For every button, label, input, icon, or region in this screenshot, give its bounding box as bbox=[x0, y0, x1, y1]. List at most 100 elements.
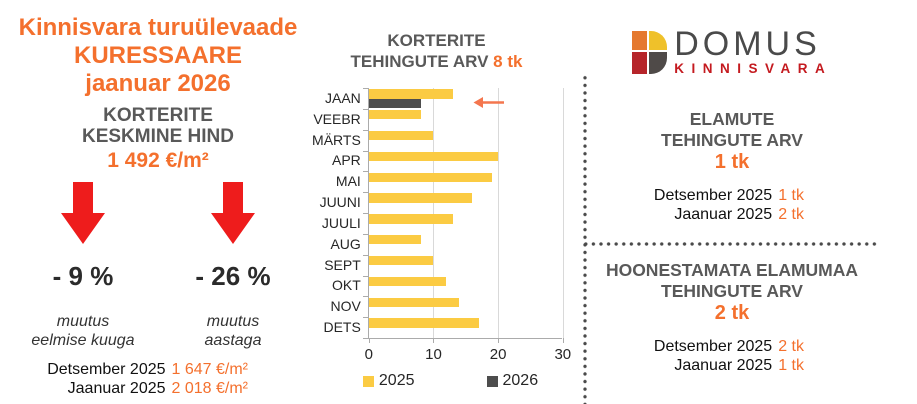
page-title: Kinnisvara turuülevaade KURESSAARE jaanu… bbox=[8, 14, 308, 98]
bar-dets-2025 bbox=[368, 318, 479, 328]
bar-chart: JAAN VEEBR MÄRTS APR MAI JUUNI JUULI AUG SEPT OKT… bbox=[311, 88, 571, 363]
change-year-pct: - 26 % bbox=[195, 261, 271, 291]
stat-label: Detsember 2025 bbox=[47, 361, 166, 378]
logo-square-red bbox=[631, 52, 647, 75]
section-value: 2 tk bbox=[714, 302, 750, 324]
arrow-stem bbox=[223, 182, 243, 213]
stat-value: 2 018 €/m² bbox=[171, 380, 248, 397]
bar-aug-2025 bbox=[368, 235, 421, 245]
x-axis-tick-10 bbox=[433, 338, 435, 343]
y-axis-label-mai: MAI bbox=[335, 173, 361, 190]
y-axis-label-juuni: JUUNI bbox=[319, 194, 361, 211]
category-tick bbox=[362, 254, 369, 256]
stat-value: 2 tk bbox=[778, 206, 804, 223]
y-axis-label-juuli: JUULI bbox=[321, 214, 361, 231]
left-panel: Kinnisvara turuülevaade KURESSAARE jaanu… bbox=[8, 14, 308, 398]
arrows-row bbox=[8, 182, 308, 244]
bar-juuli-2025 bbox=[368, 214, 453, 224]
down-arrow-icon bbox=[8, 182, 158, 244]
bar-okt-2025 bbox=[368, 276, 447, 287]
logo-tagline: KINNISVARA bbox=[674, 61, 833, 76]
logo-name: DOMUS bbox=[674, 25, 821, 63]
arrow-head bbox=[211, 213, 255, 244]
bar-juuni-2025 bbox=[368, 193, 473, 203]
logo-square-orange bbox=[631, 30, 647, 50]
category-tick bbox=[362, 296, 369, 298]
chart-title-text: TEHINGUTE ARV bbox=[350, 52, 489, 71]
bar-veebr-2025 bbox=[368, 110, 421, 120]
x-axis-tick-20 bbox=[498, 338, 500, 343]
x-axis-tick-0 bbox=[368, 338, 370, 343]
page-title-line3: jaanuar 2026 bbox=[85, 70, 231, 97]
section-title-line2: TEHINGUTE ARV bbox=[661, 281, 803, 301]
x-axis-label-30: 30 bbox=[554, 346, 572, 363]
stat-label: Jaanuar 2025 bbox=[67, 380, 166, 397]
category-tick bbox=[362, 150, 369, 152]
y-axis-label-sept: SEPT bbox=[324, 256, 361, 273]
y-axis-label-märts: MÄRTS bbox=[312, 131, 361, 148]
down-arrow-icon bbox=[158, 182, 308, 244]
stat-row: Jaanuar 2025 2 tk bbox=[586, 205, 804, 224]
caption-line: muutus bbox=[206, 313, 260, 330]
caption-line: aastaga bbox=[204, 332, 262, 349]
section-stats: Detsember 2025 2 tk Jaanuar 2025 1 tk bbox=[586, 337, 878, 375]
bar-apr-2025 bbox=[368, 151, 499, 162]
caption-row: muutus eelmise kuuga muutus aastaga bbox=[8, 300, 308, 350]
y-axis-label-veebr: VEEBR bbox=[313, 110, 361, 127]
logo-text: DOMUS KINNISVARA bbox=[674, 25, 833, 77]
x-axis-label-20: 20 bbox=[489, 346, 507, 363]
arrow-stem bbox=[73, 182, 93, 213]
horizontal-dotted-divider bbox=[582, 242, 878, 246]
change-year-caption: muutus aastaga bbox=[158, 312, 308, 350]
category-tick bbox=[362, 192, 369, 194]
y-axis-label-jaan: JAAN bbox=[325, 90, 361, 106]
domus-logo: DOMUS KINNISVARA bbox=[586, 25, 878, 77]
stat-row: Jaanuar 2025 1 tk bbox=[586, 356, 804, 375]
change-month-caption: muutus eelmise kuuga bbox=[8, 312, 158, 350]
legend-swatch-2026 bbox=[486, 375, 498, 387]
section-elamute: ELAMUTE TEHINGUTE ARV 1 tk Detsember 202… bbox=[586, 109, 878, 224]
avg-price-heading-line2: KESKMINE HIND bbox=[81, 126, 234, 147]
price-history-row: Detsember 2025 1 647 €/m² bbox=[8, 360, 248, 379]
logo-square-gray bbox=[649, 52, 668, 75]
x-axis-tick-30 bbox=[562, 338, 564, 343]
vertical-dotted-divider bbox=[583, 74, 587, 404]
legend-label-2025: 2025 bbox=[378, 372, 415, 389]
caption-line: eelmise kuuga bbox=[31, 332, 135, 349]
section-title: HOONESTAMATA ELAMUMAA TEHINGUTE ARV bbox=[586, 260, 878, 302]
right-panel: DOMUS KINNISVARA ELAMUTE TEHINGUTE ARV 1… bbox=[582, 16, 878, 375]
x-axis-label-10: 10 bbox=[425, 346, 442, 363]
bar-nov-2025 bbox=[368, 297, 460, 307]
gridline-20 bbox=[498, 88, 500, 338]
bar-märts-2025 bbox=[368, 130, 434, 141]
stat-label: Jaanuar 2025 bbox=[674, 357, 773, 374]
avg-price-value: 1 492 €/m² bbox=[107, 149, 209, 172]
y-axis-label-apr: APR bbox=[332, 152, 361, 169]
legend-label-2026: 2026 bbox=[502, 372, 539, 389]
chart-panel: KORTERITE TEHINGUTE ARV 8 tk JAAN VEEBR MÄ… bbox=[311, 30, 571, 390]
category-tick bbox=[362, 88, 369, 89]
section-stats: Detsember 2025 1 tk Jaanuar 2025 2 tk bbox=[586, 186, 878, 224]
chart-legend: 2025 2026 bbox=[311, 372, 562, 390]
stat-label: Detsember 2025 bbox=[653, 338, 773, 355]
category-tick bbox=[362, 129, 369, 131]
chart-title: KORTERITE TEHINGUTE ARV 8 tk bbox=[311, 30, 562, 72]
category-tick bbox=[362, 233, 369, 235]
legend-item-2026: 2026 bbox=[486, 372, 539, 390]
stat-row: Detsember 2025 1 tk bbox=[586, 186, 804, 205]
domus-logo-mark-icon bbox=[631, 30, 668, 75]
y-axis-label-okt: OKT bbox=[332, 277, 361, 294]
caption-line: muutus bbox=[56, 313, 110, 330]
avg-price-heading-line1: KORTERITE bbox=[103, 105, 213, 126]
section-elamumaa: HOONESTAMATA ELAMUMAA TEHINGUTE ARV 2 tk… bbox=[586, 260, 878, 375]
chart-title-value: 8 tk bbox=[493, 52, 523, 71]
stat-label: Detsember 2025 bbox=[653, 187, 773, 204]
arrow-head bbox=[61, 213, 105, 244]
price-history-row: Jaanuar 2025 2 018 €/m² bbox=[8, 379, 248, 398]
section-title: ELAMUTE TEHINGUTE ARV bbox=[586, 109, 878, 151]
category-tick bbox=[362, 275, 369, 277]
stat-value: 2 tk bbox=[778, 338, 804, 355]
category-tick bbox=[362, 317, 369, 319]
category-tick bbox=[362, 213, 369, 214]
